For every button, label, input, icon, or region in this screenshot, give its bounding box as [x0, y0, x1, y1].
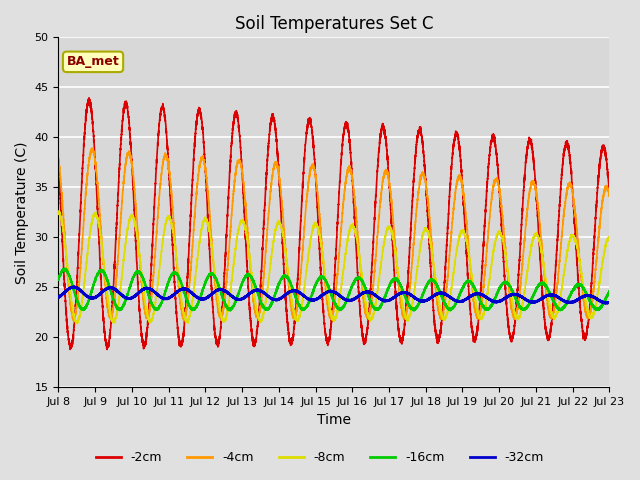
Title: Soil Temperatures Set C: Soil Temperatures Set C [235, 15, 433, 33]
X-axis label: Time: Time [317, 413, 351, 427]
Y-axis label: Soil Temperature (C): Soil Temperature (C) [15, 141, 29, 284]
Text: BA_met: BA_met [67, 55, 120, 68]
Legend: -2cm, -4cm, -8cm, -16cm, -32cm: -2cm, -4cm, -8cm, -16cm, -32cm [91, 446, 549, 469]
